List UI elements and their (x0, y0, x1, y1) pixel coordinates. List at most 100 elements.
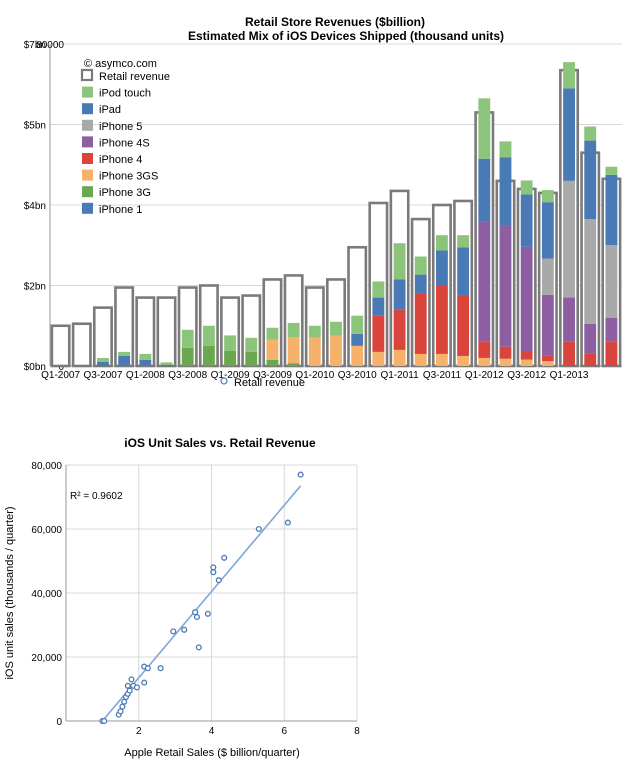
stack-segment-iphone-5 (584, 219, 597, 324)
top-bars (50, 62, 622, 368)
stack-segment-ipod-touch (181, 329, 194, 348)
top-x-tick-label: Q1-2011 (380, 370, 419, 381)
scatter-point (121, 698, 128, 705)
legend-swatch-ipod-touch (82, 86, 93, 98)
legend-label-ipod-touch: iPod touch (99, 88, 151, 100)
scatter-point (124, 682, 131, 689)
stack-segment-ipod-touch (266, 327, 279, 340)
scatter-x-tick-label: 2 (136, 726, 142, 737)
stack-segment-ipod-touch (351, 315, 364, 334)
top-x-tick-label: Q3-2009 (253, 370, 292, 381)
stack-segment-iphone-3g (266, 359, 279, 366)
stack-segment-ipod-touch (245, 337, 258, 352)
top-left-y-tick-label: $0bn (24, 362, 46, 373)
trendline (101, 485, 302, 722)
stack-segment-ipad (584, 140, 597, 220)
stack-segment-iphone-3gs (372, 351, 385, 366)
stack-segment-iphone-4 (414, 293, 427, 354)
top-right-y-axis: 0 80000 (36, 40, 64, 373)
scatter-point (157, 665, 164, 672)
top-right-y-tick-label: 0 (58, 362, 64, 373)
stack-segment-ipad (563, 88, 575, 181)
top-x-tick-label: Q1-2009 (211, 370, 250, 381)
stack-segment-iphone-4 (605, 341, 618, 366)
top-right-y-tick-label: 80000 (36, 40, 64, 51)
stack-segment-ipod-touch (605, 166, 618, 175)
stack-segment-iphone-1 (118, 355, 131, 366)
bottom-legend-label: Retail revenue (234, 377, 305, 389)
stack-segment-iphone-3gs (457, 355, 470, 366)
stack-segment-ipad (414, 274, 427, 294)
scatter-point (192, 609, 199, 616)
stack-segment-iphone-4 (372, 315, 385, 352)
scatter-x-tick-label: 8 (354, 726, 360, 737)
retail-ios-stacked-bar-chart: Retail Store Revenues ($billion) Estimat… (24, 15, 622, 389)
stack-segment-iphone-3gs (330, 335, 342, 366)
legend-swatch-iphone-1 (82, 202, 93, 214)
stack-segment-ipod-touch (97, 357, 109, 362)
stack-segment-iphone-4 (520, 351, 533, 360)
legend-swatch-iphone-3g (82, 186, 93, 198)
scatter-y-tick-label: 40,000 (31, 589, 62, 600)
stack-segment-iphone-4 (584, 353, 597, 366)
scatter-gridlines (65, 464, 358, 722)
stack-segment-iphone-3g (202, 345, 215, 366)
scatter-y-tick-label: 80,000 (31, 461, 62, 472)
stack-segment-iphone-1 (160, 364, 173, 366)
legend-label-iphone-4: iPhone 4 (99, 154, 142, 166)
stack-segment-ipod-touch (414, 256, 427, 275)
scatter-point (117, 708, 124, 715)
scatter-point (204, 610, 211, 617)
stack-segment-iphone-3gs (351, 345, 364, 366)
stack-segment-ipad (351, 333, 364, 346)
legend-swatch-ipad (82, 103, 93, 115)
stack-segment-iphone-4s (499, 225, 512, 347)
top-left-y-tick-label: $5bn (24, 121, 46, 132)
stack-segment-ipad (605, 174, 618, 246)
scatter-x-label: Apple Retail Sales ($ billion/quarter) (124, 747, 299, 759)
stack-segment-iphone-3gs (287, 337, 300, 364)
stack-segment-ipod-touch (202, 325, 215, 346)
stack-segment-ipad (478, 158, 491, 222)
legend-swatch-iphone-3gs (82, 169, 93, 181)
top-x-tick-label: Q3-2012 (507, 370, 546, 381)
scatter-point (284, 519, 291, 526)
scatter-point (297, 471, 304, 478)
stack-segment-ipod-touch (478, 98, 491, 159)
stack-segment-ipad (520, 194, 533, 247)
credit-label: © asymco.com (84, 58, 157, 70)
stack-segment-iphone-3gs (541, 361, 554, 366)
stack-segment-iphone-4s (584, 323, 597, 354)
stack-segment-iphone-3g (245, 351, 258, 366)
scatter-point (221, 554, 228, 561)
stack-segment-ipad (372, 297, 385, 316)
stack-segment-iphone-5 (541, 258, 554, 295)
scatter-point (144, 665, 151, 672)
scatter-x-tick-label: 6 (281, 726, 287, 737)
stack-segment-ipod-touch (563, 62, 575, 89)
stack-segment-iphone-4s (478, 221, 491, 342)
top-x-tick-label: Q3-2008 (168, 370, 207, 381)
stack-segment-iphone-4s (605, 317, 618, 342)
stack-segment-ipod-touch (584, 126, 597, 141)
stack-segment-ipod-touch (224, 335, 237, 351)
stack-segment-ipod-touch (520, 180, 533, 195)
stack-segment-iphone-4s (541, 294, 554, 356)
top-left-y-tick-label: $2bn (24, 282, 46, 293)
legend-label-iphone-4s: iPhone 4S (99, 137, 150, 149)
stack-segment-ipod-touch (308, 325, 321, 338)
scatter-point (170, 628, 177, 635)
bottom-legend: Retail revenue (220, 377, 305, 389)
scatter-point (210, 564, 217, 571)
retail-revenue-bar (71, 322, 92, 368)
scatter-y-label: iOS unit sales (thousands / quarter) (4, 506, 16, 679)
top-x-tick-label: Q1-2010 (295, 370, 334, 381)
top-x-tick-label: Q1-2012 (465, 370, 504, 381)
legend-swatch-iphone-4 (82, 153, 93, 164)
scatter-x-tick-label: 4 (209, 726, 215, 737)
stack-segment-ipad (435, 250, 448, 286)
stack-segment-iphone-1 (97, 361, 109, 366)
stack-segment-ipod-touch (541, 190, 554, 203)
scatter-title: iOS Unit Sales vs. Retail Revenue (124, 436, 316, 450)
